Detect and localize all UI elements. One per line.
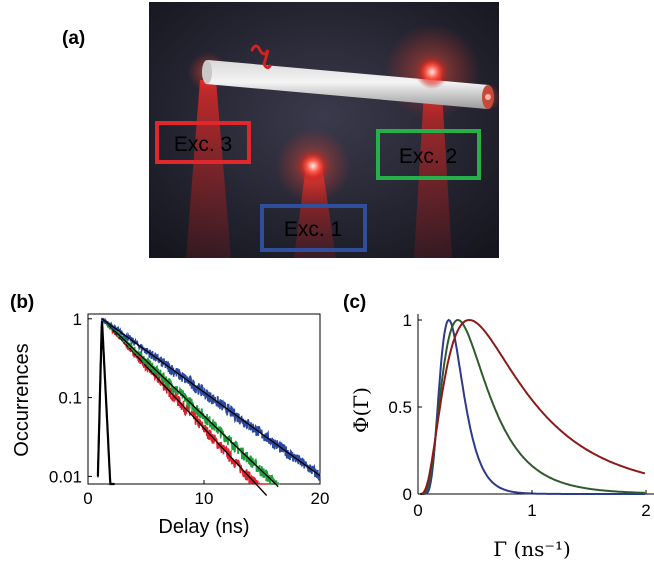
chart-c: 0 1 2 0 0.5 1 Γ (ns⁻¹) Φ(Γ) <box>349 311 654 561</box>
chart-c-ytick-label: 0.5 <box>388 398 412 417</box>
chart-b: 0 10 20 1 0.1 0.01 Delay (ns) Occurrences <box>11 310 329 538</box>
nanotube-end-glow <box>485 94 491 100</box>
chart-c-xtick-label: 1 <box>527 501 536 520</box>
chart-c-ytick-label: 1 <box>403 311 412 330</box>
emission-spot-1 <box>296 149 330 183</box>
chart-b-series-fit <box>96 321 115 486</box>
panel-a-illustration: Exc. 3 Exc. 2 Exc. 1 <box>149 2 501 258</box>
exc-box-1-label: Exc. 1 <box>284 218 342 241</box>
chart-c-xtick-label: 2 <box>641 501 650 520</box>
chart-b-fit-green <box>101 318 279 488</box>
chart-b-xtick-label: 0 <box>83 489 92 508</box>
exc-box-2: Exc. 2 <box>376 129 481 180</box>
chart-b-xtick-label: 20 <box>311 489 330 508</box>
chart-c-series-dark_red <box>420 318 646 495</box>
panel-label-b: (b) <box>10 292 35 313</box>
excitation-beam-2 <box>414 75 452 258</box>
chart-b-fit-red <box>101 318 268 496</box>
chart-c-series-dark_green <box>420 318 645 495</box>
exc-box-3: Exc. 3 <box>155 121 251 164</box>
chart-b-ytick-label: 0.01 <box>49 467 82 486</box>
chart-c-xtick-label: 0 <box>413 501 422 520</box>
nanotube <box>206 60 489 109</box>
emission-spot-2 <box>415 55 449 89</box>
chart-b-xlabel: Delay (ns) <box>158 516 249 538</box>
chart-b-ytick-label: 0.1 <box>58 389 82 408</box>
chart-b-fit-blue <box>101 318 321 477</box>
chart-b-ytick-label: 1 <box>73 310 82 329</box>
chart-c-series-dark_blue <box>420 318 645 495</box>
panel-label-a: (a) <box>62 28 86 49</box>
photon-wave-icon <box>250 44 272 70</box>
exc-box-3-label: Exc. 3 <box>174 133 232 156</box>
chart-c-xlabel: Γ (ns⁻¹) <box>493 537 571 561</box>
chart-b-xtick-label: 10 <box>195 489 214 508</box>
chart-c-ylabel: Φ(Γ) <box>349 387 373 433</box>
chart-b-ylabel: Occurrences <box>11 343 33 456</box>
exc-box-1: Exc. 1 <box>260 204 367 252</box>
nanotube-end-left <box>202 60 212 84</box>
chart-c-ytick-label: 0 <box>403 485 412 504</box>
chart-b-series-red <box>97 317 268 486</box>
exc-box-2-label: Exc. 2 <box>399 145 457 168</box>
panel-label-c: (c) <box>343 292 367 313</box>
